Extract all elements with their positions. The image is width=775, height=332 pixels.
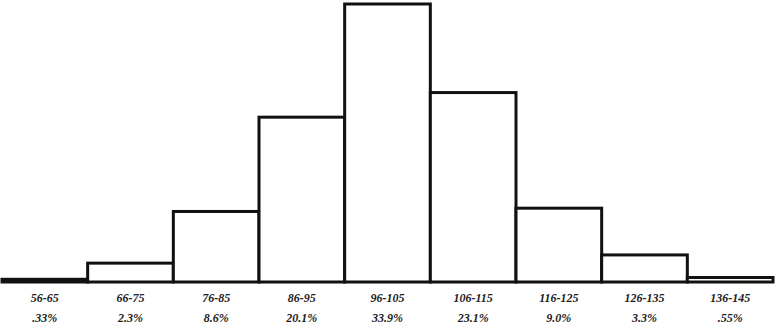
category-label: 116-125	[539, 291, 578, 305]
data-label: 20.1%	[285, 311, 317, 325]
bar	[516, 208, 602, 282]
category-label: 126-135	[625, 291, 665, 305]
bar	[2, 279, 88, 282]
category-label: 76-85	[202, 291, 230, 305]
category-label: 96-105	[371, 291, 405, 305]
data-label: 8.6%	[204, 311, 229, 325]
category-label: 56-65	[31, 291, 59, 305]
bar	[430, 93, 516, 282]
data-label: 2.3%	[117, 311, 143, 325]
bar	[173, 211, 259, 282]
data-label: .55%	[718, 311, 743, 325]
bars	[2, 4, 773, 282]
category-label: 66-75	[117, 291, 145, 305]
category-label: 136-145	[710, 291, 750, 305]
bar	[345, 4, 431, 282]
data-label: 3.3%	[631, 311, 657, 325]
bar	[88, 263, 174, 282]
data-label: 23.1%	[457, 311, 489, 325]
data-label: 9.0%	[546, 311, 571, 325]
bar	[602, 255, 688, 282]
bar	[259, 117, 345, 282]
bar	[687, 277, 773, 282]
chart: 56-65 .33% 66-75 2.3% 76-85 8.6% 86-95 20.1% 96-…	[0, 0, 775, 332]
category-label: 86-95	[288, 291, 316, 305]
data-label: .33%	[32, 311, 57, 325]
data-label: 33.9%	[371, 311, 403, 325]
category-label: 106-115	[453, 291, 492, 305]
